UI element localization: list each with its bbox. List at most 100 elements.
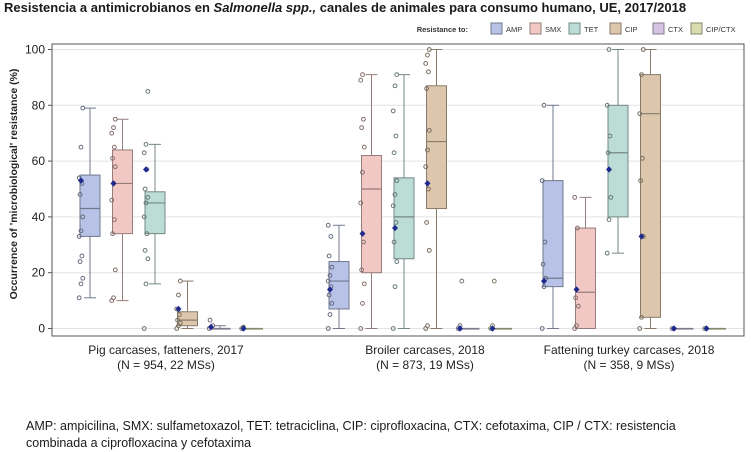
mean-marker [671, 325, 677, 332]
mean-marker [541, 277, 547, 285]
data-point [176, 292, 181, 298]
data-point [637, 111, 643, 117]
data-point [359, 267, 365, 273]
title-prefix: Resistencia a antimicrobianos en [4, 0, 214, 15]
data-point [177, 320, 183, 326]
data-point [426, 186, 431, 192]
data-point [109, 197, 115, 203]
data-point [639, 72, 644, 78]
data-point [329, 300, 335, 306]
iqr-box [607, 104, 629, 218]
legend-swatch [690, 22, 703, 35]
data-point [392, 83, 398, 89]
data-point [143, 141, 149, 147]
data-point [177, 278, 183, 284]
legend-label: TET [584, 25, 599, 34]
data-point [640, 155, 645, 161]
group-sublabel-1: (N = 954, 22 MSs) [117, 358, 215, 372]
data-point [326, 292, 332, 298]
data-point [606, 217, 612, 223]
data-point [80, 105, 86, 111]
box-ctx-group-3 [669, 325, 694, 332]
data-point [393, 220, 399, 225]
mean-marker [240, 325, 247, 332]
data-point [177, 312, 182, 317]
data-point [423, 164, 429, 170]
legend: Resistance to: AMP SMX TET CIP CTX CIP/CTX [417, 22, 736, 35]
data-point [539, 178, 545, 184]
y-tick-label-80: 80 [32, 98, 46, 112]
mean-marker [359, 230, 366, 237]
data-point [112, 217, 117, 223]
box-cip-group-1 [174, 278, 198, 331]
data-point [360, 72, 365, 78]
box-amp-group-1 [76, 105, 101, 301]
data-point [142, 247, 148, 253]
data-point [141, 326, 147, 331]
data-point [541, 102, 547, 108]
legend-title: Resistance to: [417, 25, 468, 34]
group-sublabel-3: (N = 358, 9 MSs) [583, 358, 674, 372]
data-point [391, 150, 397, 156]
data-point [360, 169, 365, 175]
mean-marker [392, 224, 398, 232]
data-point [327, 273, 333, 278]
y-tick-label-40: 40 [32, 210, 46, 224]
data-point [426, 47, 432, 52]
data-point [390, 108, 396, 114]
box-tet-group-3 [604, 47, 629, 256]
data-point [80, 275, 86, 281]
footnote: AMP: ampicilina, SMX: sulfametoxazol, TE… [26, 418, 726, 452]
box-tet-group-1 [141, 88, 166, 331]
data-point [145, 194, 151, 200]
legend-label: CTX [668, 25, 683, 34]
legend-swatch [568, 22, 581, 35]
iqr-box [177, 311, 198, 327]
data-point [605, 150, 611, 156]
data-point [360, 300, 365, 306]
data-point [327, 312, 333, 317]
footnote-line-1: AMP: ampicilina, SMX: sulfametoxazol, TE… [26, 419, 676, 433]
data-point [359, 125, 365, 131]
data-point [425, 52, 430, 58]
mean-marker [110, 180, 117, 187]
data-point [639, 314, 644, 320]
data-point [425, 323, 430, 329]
data-point [640, 47, 646, 52]
data-point [79, 253, 85, 259]
legend-label: SMX [545, 25, 561, 34]
iqr-box [112, 149, 133, 235]
data-point [358, 326, 364, 331]
data-point [110, 231, 115, 237]
legend-label: CIP/CTX [706, 25, 736, 34]
mean-marker [208, 323, 214, 331]
data-point [575, 303, 581, 309]
legend-label: AMP [506, 25, 522, 34]
iqr-box [542, 180, 564, 288]
data-point [608, 194, 614, 200]
y-axis-label: Occurrence of 'microbiological' resistan… [8, 69, 20, 300]
data-point [424, 86, 430, 91]
data-point [637, 326, 643, 331]
axis-layer: 0 20 40 60 80 100 Pig carcases, fatteners, 201… [25, 43, 745, 372]
data-point [143, 281, 149, 287]
box-cip-ctx-group-2 [488, 278, 512, 332]
data-point [394, 178, 400, 184]
data-point [604, 102, 610, 108]
data-point [76, 295, 82, 301]
data-point [459, 278, 465, 284]
legend-swatch [609, 22, 622, 35]
box-smx-group-2 [358, 72, 382, 331]
mean-marker [703, 325, 710, 332]
mean-marker [489, 325, 496, 332]
data-point [423, 61, 429, 66]
data-point [110, 155, 115, 161]
data-point [573, 295, 578, 301]
data-point [111, 295, 116, 301]
mean-marker [606, 166, 612, 173]
data-point [361, 281, 367, 287]
mean-marker [78, 177, 84, 184]
data-point [328, 234, 334, 239]
group-sublabel-2: (N = 873, 19 MSs) [376, 358, 474, 372]
box-layer [76, 47, 726, 332]
